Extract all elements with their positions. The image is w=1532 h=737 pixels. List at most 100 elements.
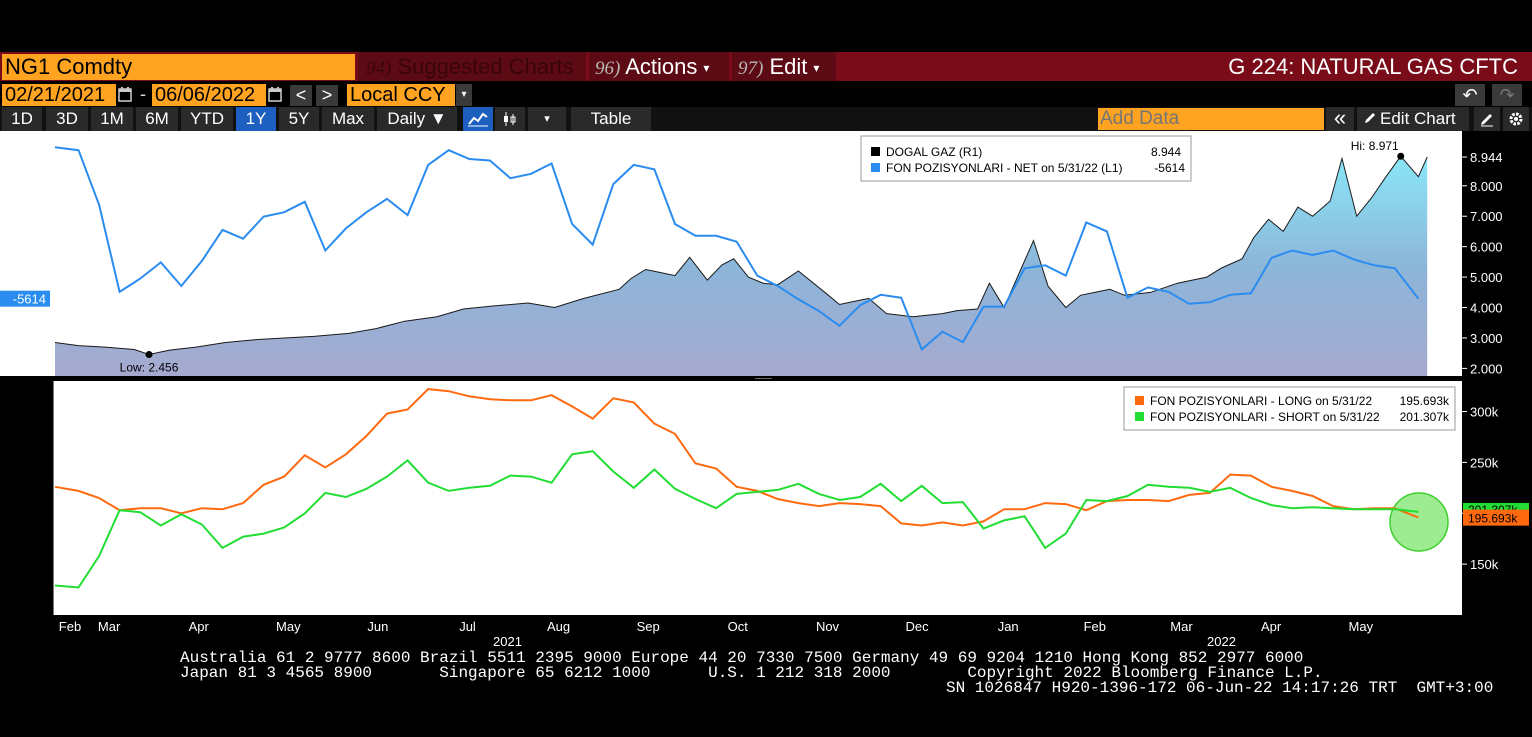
x-tick-label: Mar <box>1170 619 1193 634</box>
long-last-value-tag <box>1463 509 1529 526</box>
annotate-icon[interactable] <box>1474 107 1500 131</box>
lower-tick-label: 250k <box>1470 455 1499 470</box>
right-tick-label: 5.000 <box>1470 270 1503 285</box>
x-tick-label: Feb <box>1084 619 1106 634</box>
gear-icon[interactable] <box>1503 107 1529 131</box>
end-date-field[interactable]: 06/06/2022 <box>152 84 266 106</box>
legend-label-short: FON POZISYONLARI - SHORT on 5/31/22 <box>1150 410 1380 424</box>
long-line <box>54 388 1419 527</box>
legend-swatch-price <box>871 147 880 156</box>
footer-session-line: SN 1026847 H920-1396-172 06-Jun-22 14:17… <box>946 679 1494 697</box>
add-data-input[interactable] <box>1098 108 1324 130</box>
redo-button[interactable]: ↷ <box>1492 84 1522 106</box>
period-1y[interactable]: 1Y <box>236 107 276 131</box>
menu-label: Edit <box>769 54 808 79</box>
period-6m[interactable]: 6M <box>136 107 178 131</box>
left-tick-label: 80000 <box>8 165 44 180</box>
edit-chart-button[interactable]: Edit Chart <box>1357 107 1469 131</box>
long-last-value-label: 195.693k <box>1468 512 1518 526</box>
x-tick-label: Aug <box>547 619 570 634</box>
x-tick-label: Mar <box>98 619 121 634</box>
left-tick-label: 60000 <box>8 195 44 210</box>
price-line <box>54 155 1428 356</box>
net-line <box>54 146 1420 352</box>
left-tick-label: 100k <box>16 136 45 151</box>
period-1d[interactable]: 1D <box>2 107 42 131</box>
low-marker: Low: 2.456 <box>120 351 179 375</box>
undo-button[interactable]: ↶ <box>1455 84 1485 106</box>
menu-label: Actions <box>625 54 698 79</box>
period-1m[interactable]: 1M <box>91 107 133 131</box>
lower-legend[interactable]: FON POZISYONLARI - LONG on 5/31/22 195.6… <box>1123 386 1456 431</box>
previous-period-button[interactable]: < <box>290 85 312 106</box>
menu-number: 97) <box>738 58 764 79</box>
legend-label-net: FON POZISYONLARI - NET on 5/31/22 (L1) <box>886 161 1123 175</box>
candlestick-icon[interactable] <box>495 107 525 131</box>
x-tick-label: May <box>1349 619 1374 634</box>
legend-label-long: FON POZISYONLARI - LONG on 5/31/22 <box>1150 394 1372 408</box>
lower-tick-label: 150k <box>1470 557 1499 572</box>
panel-divider[interactable] <box>0 376 1462 381</box>
x-tick-label: Jan <box>998 619 1019 634</box>
chevron-down-icon: ▾ <box>813 60 820 75</box>
right-tick-label: 6.000 <box>1470 240 1503 255</box>
next-period-button[interactable]: > <box>316 85 338 106</box>
right-tick-label: 4.000 <box>1470 301 1503 316</box>
edit-chart-label: Edit Chart <box>1380 109 1456 128</box>
short-line <box>54 450 1419 589</box>
left-tick-label: 40000 <box>8 224 44 239</box>
actions-menu[interactable]: 96) Actions ▾ <box>589 52 729 81</box>
table-button[interactable]: Table <box>571 107 651 131</box>
chart-area: 100k 80000 60000 40000 20000 -20000 -40000 8.94… <box>0 131 1529 649</box>
collapse-button[interactable]: « <box>1326 107 1354 131</box>
right-tick-label: 2.000 <box>1470 361 1503 376</box>
menu-label: Suggested Charts <box>397 54 574 79</box>
net-last-value-tag <box>0 290 50 307</box>
x-tick-label: Oct <box>728 619 749 634</box>
ticker-field[interactable]: NG1 Comdty <box>2 54 355 80</box>
right-tick-label: 3.000 <box>1470 331 1503 346</box>
x-tick-label: Nov <box>816 619 840 634</box>
period-ytd[interactable]: YTD <box>181 107 233 131</box>
legend-swatch-short <box>1135 412 1144 421</box>
period-max[interactable]: Max <box>322 107 374 131</box>
chevron-down-icon[interactable]: ▾ <box>456 84 472 106</box>
line-chart-icon[interactable] <box>463 107 493 131</box>
x-tick-label: Apr <box>189 619 210 634</box>
x-year-label: 2021 <box>493 634 522 649</box>
left-tick-label: -40000 <box>4 342 44 357</box>
frequency-select[interactable]: Daily ▼ <box>377 107 457 131</box>
footer-contacts-line2: Japan 81 3 4565 8900 Singapore 65 6212 1… <box>180 664 1323 682</box>
suggested-charts-menu[interactable]: 94) Suggested Charts <box>358 52 586 81</box>
chart-type-dropdown[interactable]: ▾ <box>528 107 566 131</box>
high-label: Hi: 8.971 <box>1351 139 1399 153</box>
net-last-value-label: -5614 <box>13 292 46 307</box>
chevron-down-icon: ▾ <box>703 60 710 75</box>
left-tick-label: -20000 <box>4 313 44 328</box>
upper-legend[interactable]: DOGAL GAZ (R1) 8.944 FON POZISYONLARI - … <box>860 135 1192 182</box>
footer-contacts-line1: Australia 61 2 9777 8600 Brazil 5511 239… <box>180 649 1304 667</box>
date-separator: - <box>140 84 146 104</box>
x-year-label: 2022 <box>1207 634 1236 649</box>
legend-value-net: -5614 <box>1154 161 1185 175</box>
right-tick-label: 8.944 <box>1470 150 1503 165</box>
high-marker: Hi: 8.971 <box>1351 139 1405 160</box>
start-date-field[interactable]: 02/21/2021 <box>2 84 116 106</box>
calendar-icon[interactable] <box>268 86 284 104</box>
calendar-icon[interactable] <box>118 86 134 104</box>
x-tick-label: Jun <box>367 619 388 634</box>
period-5y[interactable]: 5Y <box>279 107 319 131</box>
x-tick-label: May <box>276 619 301 634</box>
page-title: G 224: NATURAL GAS CFTC <box>1228 54 1518 79</box>
currency-select[interactable]: Local CCY <box>347 84 455 106</box>
legend-label-price: DOGAL GAZ (R1) <box>886 145 982 159</box>
edit-menu[interactable]: 97) Edit ▾ <box>732 52 836 81</box>
x-tick-label: Sep <box>637 619 660 634</box>
legend-swatch-long <box>1135 396 1144 405</box>
period-3d[interactable]: 3D <box>46 107 88 131</box>
x-tick-label: Feb <box>59 619 81 634</box>
legend-swatch-net <box>871 163 880 172</box>
x-tick-label: Dec <box>906 619 930 634</box>
pencil-icon <box>1363 108 1377 132</box>
left-tick-label: 20000 <box>8 254 44 269</box>
